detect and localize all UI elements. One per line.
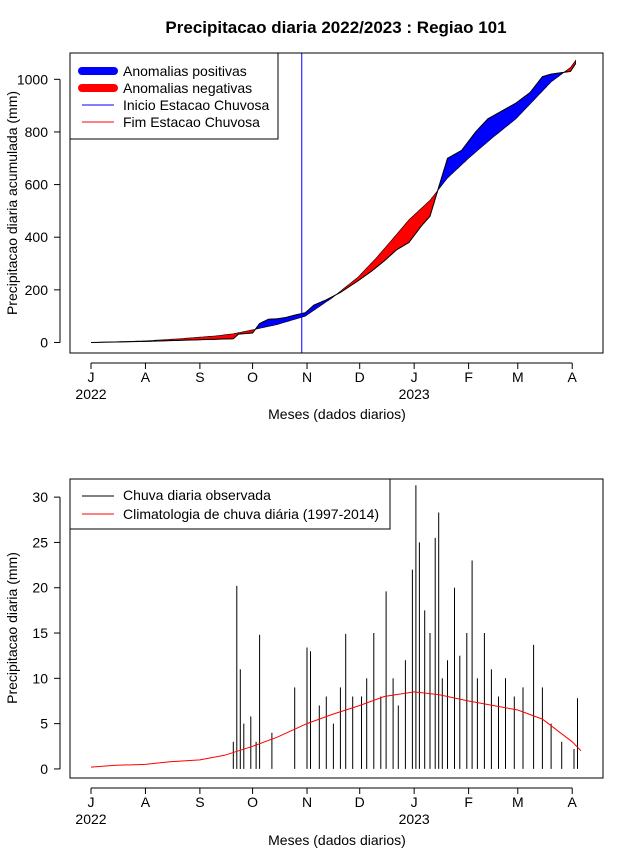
x-tick-label: J	[411, 369, 418, 385]
y-tick-label: 800	[25, 124, 49, 140]
y-axis-label-2: Precipitacao diaria (mm)	[4, 552, 20, 704]
negative-anomaly-area	[336, 187, 439, 295]
x-tick-label: J	[88, 369, 95, 385]
y-axis-2: 0 5 10 15 20 25 30	[32, 489, 61, 777]
x-tick-label: O	[247, 369, 258, 385]
x-tick-label: M	[512, 794, 524, 810]
x-tick-label: A	[141, 369, 151, 385]
x-tick-label: F	[464, 369, 473, 385]
x-tick-label: N	[302, 369, 312, 385]
y-tick-label: 0	[40, 334, 48, 350]
y-tick-label: 1000	[17, 71, 48, 87]
x-axis-label: Meses (dados diarios)	[268, 406, 406, 422]
x-tick-label: J	[411, 794, 418, 810]
y-tick-label: 25	[32, 534, 48, 550]
y-tick-label: 30	[32, 489, 48, 505]
x-year-label: 2022	[75, 811, 106, 827]
y-tick-label: 400	[25, 229, 49, 245]
plot-frame	[69, 52, 604, 354]
observed-cumulative-line	[90, 63, 577, 343]
x-tick-label: S	[195, 369, 204, 385]
y-tick-label: 15	[32, 625, 48, 641]
x-tick-label: N	[302, 794, 312, 810]
x-axis-2: J A S O N D J F M A 2022 2023	[75, 787, 578, 827]
x-year-label: 2022	[75, 386, 106, 402]
legend-2: Chuva diaria observada Climatologia de c…	[69, 478, 391, 530]
legend-label: Inicio Estacao Chuvosa	[123, 97, 270, 113]
legend-label: Fim Estacao Chuvosa	[123, 114, 260, 130]
x-tick-label: D	[355, 369, 365, 385]
legend-label: Anomalias negativas	[123, 80, 252, 96]
x-axis-label-2: Meses (dados diarios)	[268, 832, 406, 848]
legend-label: Anomalias positivas	[123, 63, 247, 79]
legend-label-2: Chuva diaria observada	[123, 487, 271, 503]
x-tick-label: S	[195, 794, 204, 810]
x-tick-label: O	[247, 794, 258, 810]
legend-box-2	[69, 478, 391, 530]
panel-cumulative: Precipitacao diaria 2022/2023 : Regiao 1…	[4, 18, 604, 422]
x-tick-label: A	[568, 794, 578, 810]
x-tick-label: D	[355, 794, 365, 810]
climatology-line	[90, 691, 582, 768]
x-year-label: 2023	[399, 386, 430, 402]
y-tick-label: 5	[40, 716, 48, 732]
x-tick-label: F	[464, 794, 473, 810]
x-tick-label: M	[512, 369, 524, 385]
y-tick-label: 0	[40, 761, 48, 777]
chart-title: Precipitacao diaria 2022/2023 : Regiao 1…	[165, 18, 506, 37]
y-tick-label: 10	[32, 670, 48, 686]
x-tick-label: A	[141, 794, 151, 810]
x-tick-label: A	[568, 369, 578, 385]
daily-bars	[232, 485, 578, 769]
panel-daily: 0 5 10 15 20 25 30 J A S O N D J F M A 2022 2023 Precipit…	[4, 478, 604, 848]
y-tick-label: 200	[25, 282, 49, 298]
positive-anomaly-area	[255, 293, 338, 330]
x-year-label: 2023	[399, 811, 430, 827]
positive-anomaly-area	[438, 70, 566, 191]
y-tick-label: 20	[32, 580, 48, 596]
legend-label-2: Climatologia de chuva diária (1997-2014)	[123, 506, 379, 522]
legend: Anomalias positivas Anomalias negativas …	[69, 52, 279, 140]
y-axis: 0 200 400 600 800 1000	[17, 71, 61, 350]
y-axis-label: Precipitacao diaria acumulada (mm)	[4, 91, 20, 315]
x-axis: J A S O N D J F M A 2022 2023	[75, 362, 578, 402]
y-tick-label: 600	[25, 177, 49, 193]
x-tick-label: J	[88, 794, 95, 810]
cumulative-lines	[90, 63, 577, 343]
